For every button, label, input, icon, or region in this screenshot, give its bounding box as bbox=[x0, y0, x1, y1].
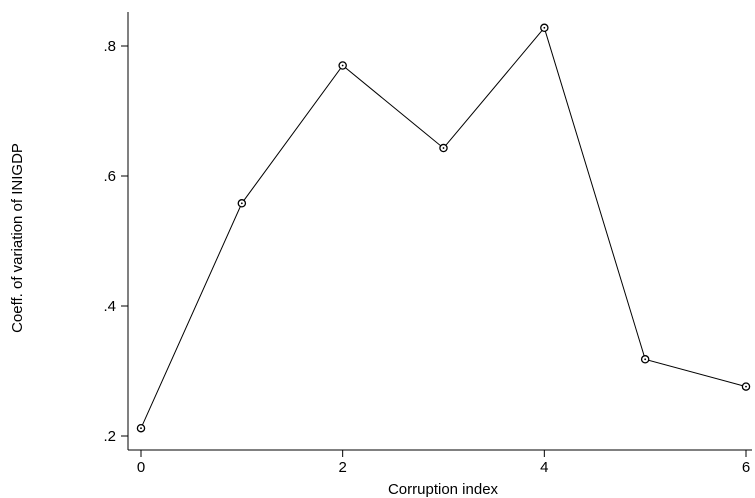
data-point-center bbox=[644, 358, 647, 361]
y-tick-label: .8 bbox=[103, 38, 116, 55]
x-ticks: 0 2 4 6 bbox=[137, 450, 750, 476]
data-point bbox=[439, 143, 448, 153]
x-tick-label: 4 bbox=[540, 459, 548, 476]
data-point bbox=[640, 355, 650, 364]
data-point bbox=[237, 199, 247, 208]
data-point bbox=[338, 61, 347, 70]
y-tick-label: .2 bbox=[103, 428, 116, 445]
data-point bbox=[741, 382, 751, 391]
data-point-center bbox=[543, 26, 546, 29]
x-tick-label: 6 bbox=[742, 459, 750, 476]
x-tick-label: 2 bbox=[338, 459, 346, 476]
y-axis-label: Coeff. of variation of INIGDP bbox=[9, 143, 26, 333]
data-point-center bbox=[341, 64, 344, 67]
data-point-center bbox=[442, 147, 445, 149]
data-point-center bbox=[745, 385, 747, 388]
data-point bbox=[136, 423, 146, 433]
series bbox=[136, 23, 751, 433]
x-tick-label: 0 bbox=[137, 459, 145, 476]
y-tick-label: .4 bbox=[103, 298, 116, 315]
data-point-center bbox=[240, 202, 243, 205]
x-axis-label: Corruption index bbox=[388, 481, 499, 498]
data-point bbox=[540, 23, 549, 33]
axes bbox=[127, 12, 752, 451]
data-point-center bbox=[140, 427, 142, 430]
y-ticks: .2 .4 .6 .8 bbox=[103, 38, 128, 445]
y-tick-label: .6 bbox=[103, 168, 116, 185]
series-line bbox=[140, 26, 747, 429]
